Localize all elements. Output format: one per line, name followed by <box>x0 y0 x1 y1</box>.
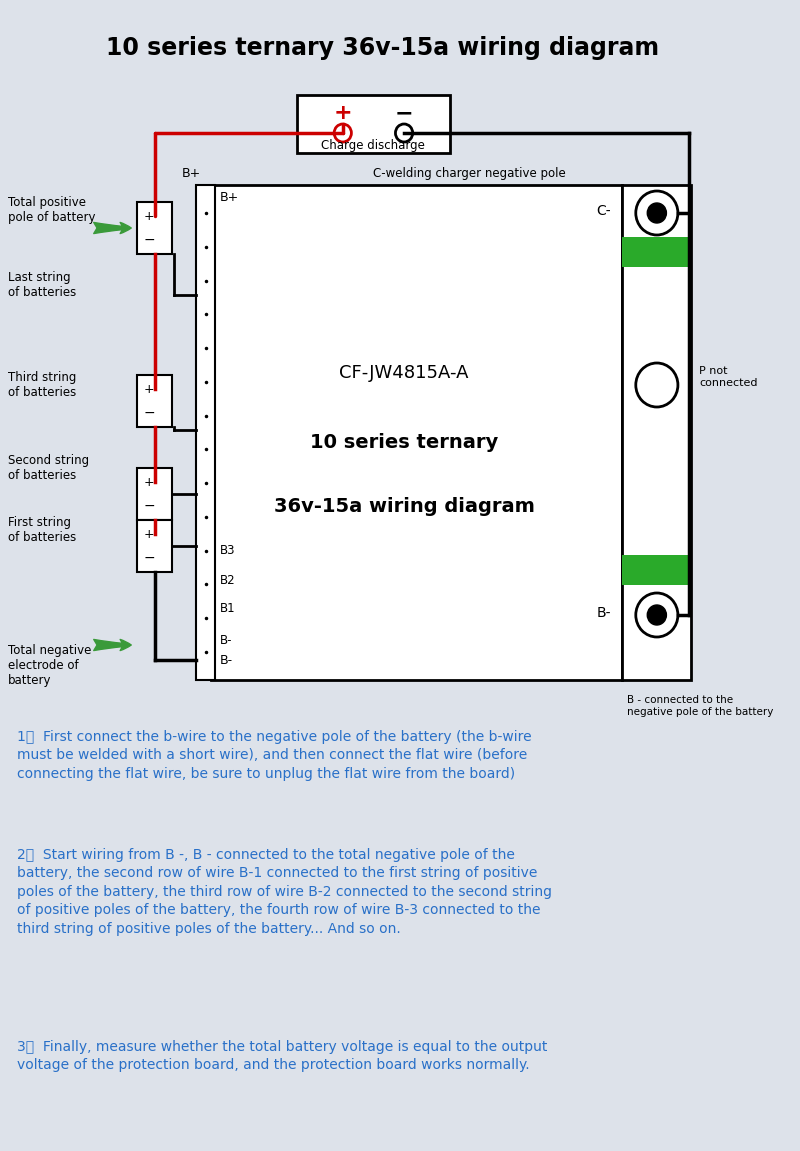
Text: 1、  First connect the b-wire to the negative pole of the battery (the b-wire
mus: 1、 First connect the b-wire to the negat… <box>18 730 532 780</box>
Circle shape <box>395 124 413 142</box>
Text: C-welding charger negative pole: C-welding charger negative pole <box>373 167 566 180</box>
Bar <box>196 185 215 680</box>
Text: +: + <box>144 477 154 489</box>
Text: +: + <box>144 528 154 541</box>
Text: CF-JW4815A-A: CF-JW4815A-A <box>339 364 469 382</box>
Circle shape <box>647 605 666 625</box>
Text: B-: B- <box>596 605 611 620</box>
Text: 36v-15a wiring diagram: 36v-15a wiring diagram <box>274 497 534 517</box>
Text: 10 series ternary 36v-15a wiring diagram: 10 series ternary 36v-15a wiring diagram <box>106 36 659 60</box>
Text: B2: B2 <box>220 573 236 587</box>
Text: B+: B+ <box>220 191 239 204</box>
Text: −: − <box>143 550 155 564</box>
Text: B-: B- <box>220 654 234 666</box>
Text: Third string
of batteries: Third string of batteries <box>8 371 76 399</box>
Text: P not
connected: P not connected <box>699 366 758 388</box>
Text: Charge discharge: Charge discharge <box>322 138 426 152</box>
Text: 3、  Finally, measure whether the total battery voltage is equal to the output
vo: 3、 Finally, measure whether the total ba… <box>18 1041 548 1073</box>
Circle shape <box>334 124 351 142</box>
Text: +: + <box>334 102 352 123</box>
Circle shape <box>636 363 678 407</box>
Text: −: − <box>143 405 155 419</box>
Text: −: − <box>143 498 155 512</box>
Text: +: + <box>144 383 154 396</box>
Text: −: − <box>143 233 155 246</box>
Text: +: + <box>144 211 154 223</box>
Text: Last string
of batteries: Last string of batteries <box>8 270 76 299</box>
Circle shape <box>636 191 678 235</box>
Text: B - connected to the
negative pole of the battery: B - connected to the negative pole of th… <box>627 695 774 717</box>
Bar <box>137 375 172 427</box>
Bar <box>137 520 172 572</box>
Circle shape <box>647 203 666 223</box>
Text: B+: B+ <box>182 167 201 180</box>
Circle shape <box>636 593 678 637</box>
Text: Second string
of batteries: Second string of batteries <box>8 453 89 482</box>
Bar <box>297 96 450 153</box>
Text: B3: B3 <box>220 543 236 556</box>
Bar <box>622 237 691 267</box>
Bar <box>137 201 172 254</box>
Bar <box>622 555 691 585</box>
Text: B-: B- <box>220 633 233 647</box>
Text: First string
of batteries: First string of batteries <box>8 516 76 544</box>
Text: Total negative
electrode of
battery: Total negative electrode of battery <box>8 643 91 686</box>
Bar <box>137 468 172 520</box>
Text: B1: B1 <box>220 602 236 615</box>
Text: 2、  Start wiring from B -, B - connected to the total negative pole of the
batte: 2、 Start wiring from B -, B - connected … <box>18 848 552 936</box>
Text: Total positive
pole of battery: Total positive pole of battery <box>8 196 95 224</box>
Text: 10 series ternary: 10 series ternary <box>310 433 498 452</box>
Bar <box>210 185 622 680</box>
Text: −: − <box>394 102 414 123</box>
Text: C-: C- <box>596 204 611 218</box>
Bar <box>622 185 691 680</box>
